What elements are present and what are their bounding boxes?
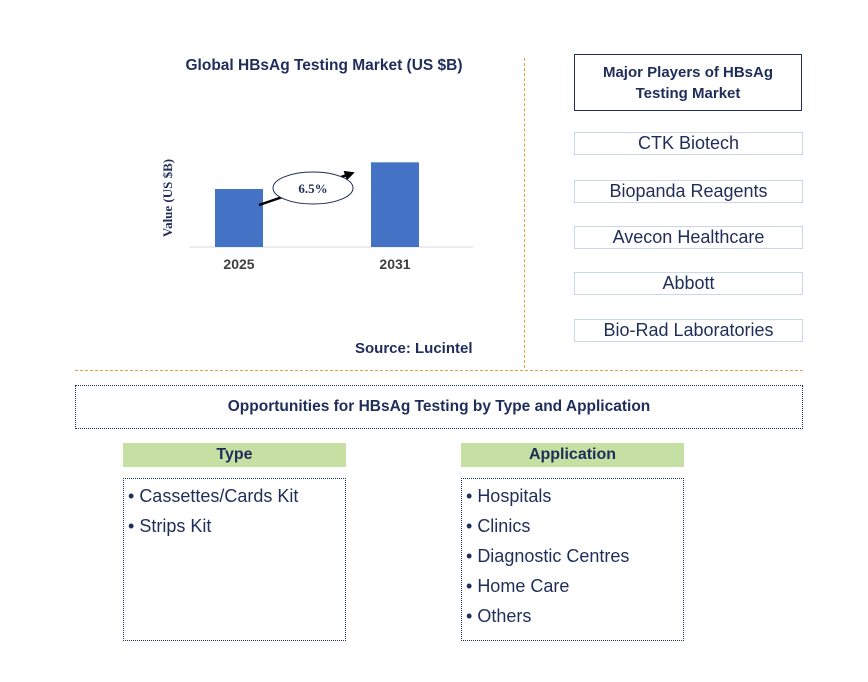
- type-item: Cassettes/Cards Kit: [128, 481, 345, 511]
- vertical-divider: [524, 58, 525, 368]
- player-item: Avecon Healthcare: [574, 226, 803, 249]
- chart-title: Global HBsAg Testing Market (US $B): [185, 57, 463, 74]
- y-axis-label: Value (US $B): [160, 159, 175, 237]
- bar-2031: [371, 162, 419, 247]
- type-header: Type: [123, 443, 346, 467]
- player-item: CTK Biotech: [574, 132, 803, 155]
- type-item: Strips Kit: [128, 511, 345, 541]
- application-item: Clinics: [466, 511, 683, 541]
- source-label: Source: Lucintel: [355, 340, 473, 357]
- x-tick-label: 2031: [379, 256, 410, 272]
- cagr-arrowhead: [343, 170, 355, 181]
- type-list: Cassettes/Cards Kit Strips Kit: [123, 478, 346, 641]
- application-item: Others: [466, 601, 683, 631]
- application-list: Hospitals Clinics Diagnostic Centres Hom…: [461, 478, 684, 641]
- opportunities-title: Opportunities for HBsAg Testing by Type …: [75, 385, 803, 429]
- player-item: Bio-Rad Laboratories: [574, 319, 803, 342]
- player-item: Abbott: [574, 272, 803, 295]
- player-item: Biopanda Reagents: [574, 180, 803, 203]
- application-item: Hospitals: [466, 481, 683, 511]
- x-tick-label: 2025: [223, 256, 254, 272]
- players-header: Major Players of HBsAg Testing Market: [574, 54, 802, 111]
- application-item: Home Care: [466, 571, 683, 601]
- bar-chart: Value (US $B) 2025 2031 6.5%: [160, 159, 473, 272]
- cagr-ellipse: [272, 171, 354, 205]
- horizontal-divider: [75, 370, 803, 371]
- cagr-label: 6.5%: [298, 181, 327, 196]
- application-item: Diagnostic Centres: [466, 541, 683, 571]
- application-header: Application: [461, 443, 684, 467]
- bar-2025: [215, 189, 263, 247]
